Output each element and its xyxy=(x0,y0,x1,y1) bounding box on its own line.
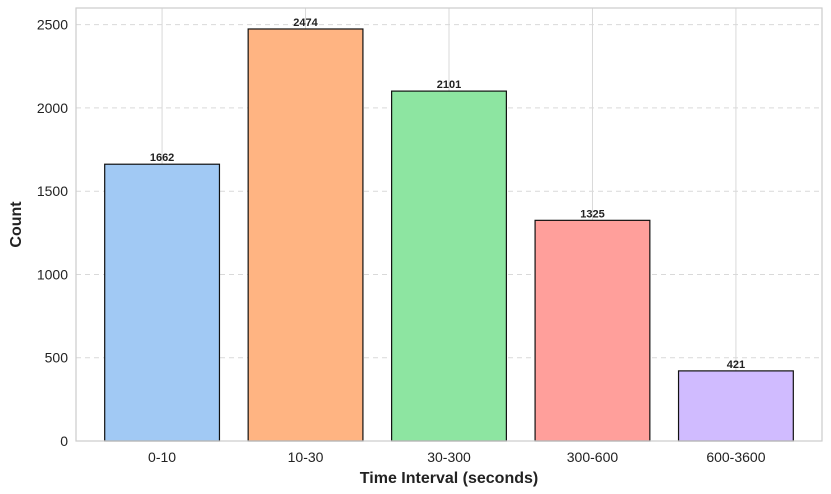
bar-300-600 xyxy=(534,219,651,442)
bar-value-label: 421 xyxy=(727,359,745,371)
y-tick-label: 2000 xyxy=(37,100,68,116)
bar-10-30 xyxy=(247,28,364,442)
bar-600-3600 xyxy=(677,370,794,442)
bar-30-300 xyxy=(391,90,507,442)
bar-0-10 xyxy=(104,163,221,442)
x-tick-label: 300-600 xyxy=(567,449,619,465)
y-axis-label: Count xyxy=(8,201,25,248)
y-tick-label: 1500 xyxy=(37,183,68,199)
x-tick-labels: 0-10 10-30 30-300 300-600 600-3600 xyxy=(148,449,766,465)
y-tick-labels: 0 500 1000 1500 2000 2500 xyxy=(37,17,68,449)
x-axis-label: Time Interval (seconds) xyxy=(360,470,538,487)
bar-value-label: 1325 xyxy=(580,208,604,220)
bar-value-label: 2474 xyxy=(293,17,318,29)
y-tick-label: 0 xyxy=(60,433,68,449)
bars-layer xyxy=(104,28,794,442)
bar-value-label: 2101 xyxy=(437,79,461,91)
y-tick-label: 2500 xyxy=(37,17,68,33)
x-tick-label: 0-10 xyxy=(148,449,176,465)
y-tick-label: 1000 xyxy=(37,266,68,282)
data-labels-layer: 1662 2474 2101 1325 421 xyxy=(150,17,745,371)
y-tick-label: 500 xyxy=(45,350,69,366)
bar-value-label: 1662 xyxy=(150,152,174,164)
x-tick-label: 600-3600 xyxy=(706,449,765,465)
x-tick-label: 10-30 xyxy=(288,449,324,465)
x-tick-label: 30-300 xyxy=(427,449,471,465)
plot-frame xyxy=(75,7,823,442)
